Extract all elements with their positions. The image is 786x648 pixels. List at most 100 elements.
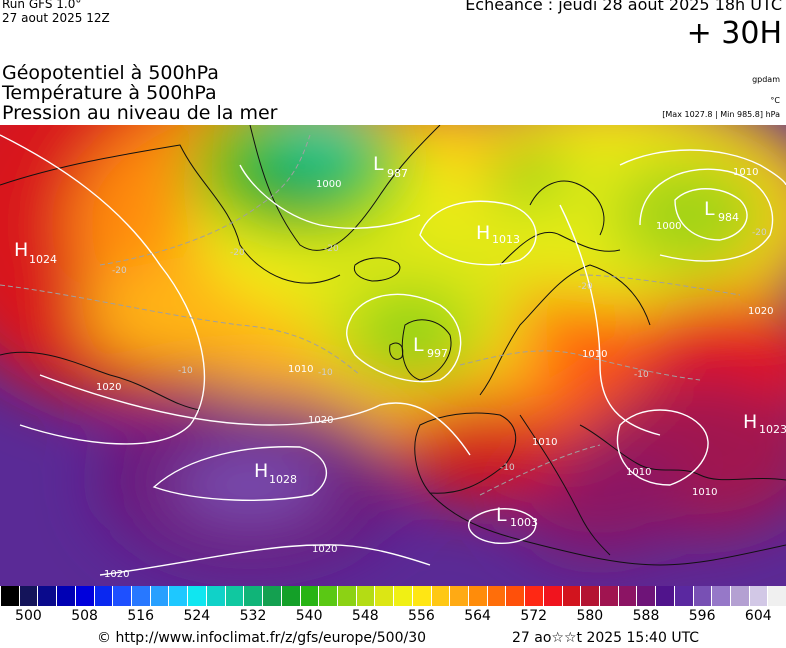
scale-swatch	[262, 586, 281, 606]
scale-swatch	[655, 586, 674, 606]
scale-tick-label: 556	[408, 608, 435, 624]
scale-swatch	[393, 586, 412, 606]
weather-map: H 1024 L 987 H 1013 L 984 L 997 H 1028 L…	[0, 125, 786, 586]
scale-tick-label: 564	[464, 608, 491, 624]
scale-swatch	[93, 586, 113, 606]
low-center-label: L	[496, 504, 507, 526]
scale-swatch	[37, 586, 57, 606]
low-center-value: 987	[387, 167, 408, 180]
pressure-center-labels: H 1024 L 987 H 1013 L 984 L 997 H 1028 L…	[14, 153, 786, 529]
scale-swatch	[168, 586, 188, 606]
scale-swatch	[74, 586, 94, 606]
scale-swatch	[131, 586, 150, 606]
scale-swatch	[355, 586, 375, 606]
isobar-label: 1010	[288, 364, 313, 375]
scale-swatch	[636, 586, 656, 606]
scale-tick-label: 524	[183, 608, 211, 624]
isobar-label: 1010	[582, 349, 607, 360]
isotherm-label: -20	[324, 244, 339, 254]
scale-swatch	[336, 586, 356, 606]
low-center-value: 997	[427, 347, 448, 360]
run-label: Run GFS 1.0°	[2, 0, 82, 11]
isobar-label: 1010	[532, 437, 557, 448]
scale-swatch	[56, 586, 75, 606]
isobar-label: 1020	[748, 306, 773, 317]
isobar-label: 1010	[626, 467, 651, 478]
high-center-label: H	[743, 411, 757, 433]
unit-pressure: [Max 1027.8 | Min 985.8] hPa	[662, 110, 780, 119]
scale-swatch	[711, 586, 731, 606]
isobar-label: 1020	[104, 569, 129, 580]
scale-swatch	[767, 586, 786, 606]
high-center-value: 1023	[759, 423, 786, 436]
scale-swatch	[112, 586, 132, 606]
color-scale	[0, 586, 786, 606]
scale-swatch	[748, 586, 768, 606]
scale-swatch	[280, 586, 300, 606]
scale-swatch	[243, 586, 263, 606]
scale-swatch	[318, 586, 337, 606]
high-center-value: 1028	[269, 473, 297, 486]
isobar-label: 1020	[308, 415, 333, 426]
isotherm-label: -10	[318, 368, 333, 378]
scale-tick-label: 500	[15, 608, 42, 624]
scale-swatch	[542, 586, 562, 606]
isobar-labels: 1000 1000 1010 1010 1020 1020 1020 1010 …	[96, 167, 773, 580]
low-center-value: 1003	[510, 516, 538, 529]
isotherm-label: -20	[230, 248, 245, 258]
scale-swatch	[673, 586, 693, 606]
isobars	[0, 134, 786, 576]
isotherm-label: -10	[178, 366, 193, 376]
scale-tick-label: 596	[688, 608, 716, 624]
unit-geopotential: gpdam	[752, 75, 780, 84]
scale-swatch	[0, 586, 19, 606]
field-temperature: Température à 500hPa	[2, 82, 217, 104]
lead-time: + 30H	[686, 16, 782, 51]
scale-swatch	[299, 586, 319, 606]
isotherm-label: -10	[634, 370, 649, 380]
scale-tick-label: 572	[520, 608, 548, 624]
scale-swatch	[467, 586, 487, 606]
isobar-label: 1020	[96, 382, 121, 393]
scale-tick-label: 580	[576, 608, 604, 624]
scale-swatch	[374, 586, 394, 606]
scale-tick-label: 548	[351, 608, 379, 624]
high-center-label: H	[476, 222, 490, 244]
scale-swatch	[205, 586, 225, 606]
low-center-label: L	[704, 198, 715, 220]
scale-swatch	[505, 586, 525, 606]
isotherms	[0, 134, 741, 496]
scale-swatch	[224, 586, 244, 606]
field-pressure: Pression au niveau de la mer	[2, 102, 278, 124]
low-center-value: 984	[718, 211, 739, 224]
scale-swatch	[730, 586, 749, 606]
scale-tick-label: 516	[127, 608, 155, 624]
low-center-label: L	[413, 334, 424, 356]
scale-swatch	[561, 586, 581, 606]
field-geopotential: Géopotentiel à 500hPa	[2, 62, 219, 84]
coastlines	[0, 125, 786, 566]
run-date: 27 aout 2025 12Z	[2, 11, 110, 25]
isotherm-label: -20	[578, 282, 593, 292]
scale-swatch	[524, 586, 543, 606]
geopotential-field	[0, 125, 786, 565]
isotherm-labels: -20 -20 -20 -20 -10 -10 -10 -10 -20	[112, 228, 767, 473]
isobar-label: 1000	[316, 179, 341, 190]
scale-tick-label: 508	[71, 608, 98, 624]
isobar-label: 1000	[656, 221, 681, 232]
scale-swatch	[18, 586, 38, 606]
scale-swatch	[580, 586, 599, 606]
scale-swatch	[692, 586, 712, 606]
valid-time: Echéance : jeudi 28 aout 2025 18h UTC	[465, 0, 782, 14]
scale-swatch	[617, 586, 637, 606]
isotherm-label: -20	[112, 266, 127, 276]
isotherm-label: -10	[500, 463, 515, 473]
high-center-value: 1013	[492, 233, 520, 246]
scale-swatch	[599, 586, 618, 606]
scale-swatch	[411, 586, 431, 606]
scale-tick-label: 540	[295, 608, 323, 624]
scale-swatch	[430, 586, 450, 606]
scale-swatch	[187, 586, 206, 606]
source-credit: © http://www.infoclimat.fr/z/gfs/europe/…	[97, 630, 427, 646]
high-center-label: H	[14, 239, 28, 261]
